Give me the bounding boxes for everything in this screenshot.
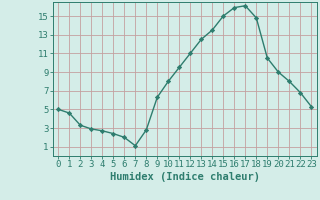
X-axis label: Humidex (Indice chaleur): Humidex (Indice chaleur)	[110, 172, 260, 182]
